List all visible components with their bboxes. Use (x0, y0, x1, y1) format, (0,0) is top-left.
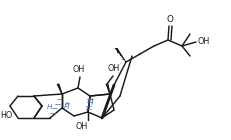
Text: H: H (47, 104, 53, 110)
Polygon shape (57, 84, 63, 94)
Text: O: O (167, 15, 173, 24)
Text: HO: HO (0, 110, 12, 120)
Polygon shape (106, 84, 110, 94)
Polygon shape (115, 48, 127, 62)
Text: OH: OH (76, 122, 88, 131)
Text: H: H (64, 104, 70, 110)
Text: OH: OH (108, 64, 120, 73)
Text: OH: OH (73, 65, 85, 74)
Text: H: H (88, 100, 94, 106)
Text: OH: OH (198, 37, 210, 46)
